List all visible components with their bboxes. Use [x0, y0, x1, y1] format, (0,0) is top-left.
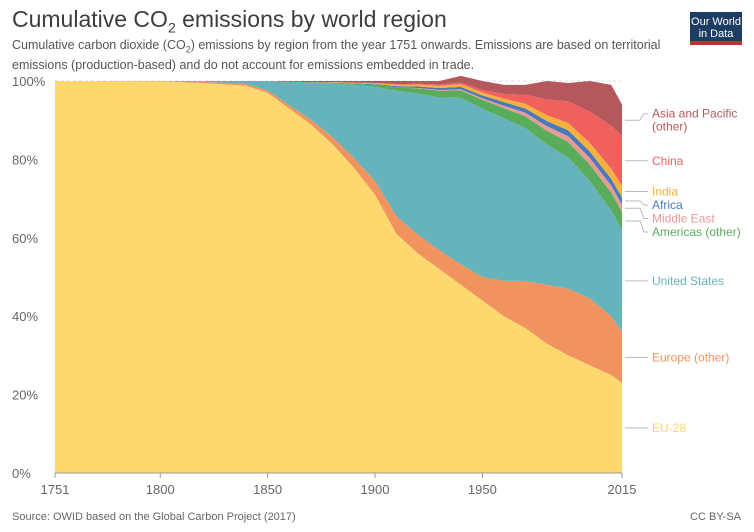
- y-tick-label: 40%: [12, 309, 38, 324]
- legend-connector: [625, 200, 648, 206]
- y-tick-label: 60%: [12, 231, 38, 246]
- chart-title: Cumulative CO2 emissions by world region: [12, 6, 447, 36]
- legend-americas-other-: Americas (other): [652, 225, 741, 239]
- legend-china: China: [652, 154, 684, 168]
- x-tick-label: 1800: [146, 482, 175, 497]
- y-tick-label: 0%: [12, 466, 31, 481]
- legend-connector: [625, 113, 648, 121]
- y-tick-label: 80%: [12, 152, 38, 167]
- area-eu-28: [55, 81, 622, 473]
- owid-logo[interactable]: Our World in Data: [690, 12, 742, 45]
- x-tick-label: 2015: [608, 482, 637, 497]
- legend-united-states: United States: [652, 274, 724, 288]
- legend-connector: [625, 220, 648, 233]
- area-europe-other-: [55, 81, 622, 383]
- legend-africa: Africa: [652, 198, 683, 212]
- legend-middle-east: Middle East: [652, 212, 715, 226]
- area-united-states: [55, 81, 622, 332]
- license-link[interactable]: CC BY-SA: [690, 511, 741, 523]
- y-tick-label: 20%: [12, 388, 38, 403]
- x-tick-label: 1900: [361, 482, 390, 497]
- legend-europe-other-: Europe (other): [652, 350, 729, 364]
- y-tick-label: 100%: [12, 74, 46, 89]
- source-note: Source: OWID based on the Global Carbon …: [12, 511, 296, 523]
- legend-india: India: [652, 185, 678, 199]
- x-tick-label: 1751: [41, 482, 70, 497]
- legend-eu-28: EU-28: [652, 421, 686, 435]
- x-tick-label: 1850: [253, 482, 282, 497]
- legend-connector: [625, 207, 648, 220]
- legend-asia-and-pacific-other-: Asia and Pacific (other): [652, 107, 737, 134]
- x-tick-label: 1950: [468, 482, 497, 497]
- chart-subtitle: Cumulative carbon dioxide (CO2) emission…: [12, 38, 661, 72]
